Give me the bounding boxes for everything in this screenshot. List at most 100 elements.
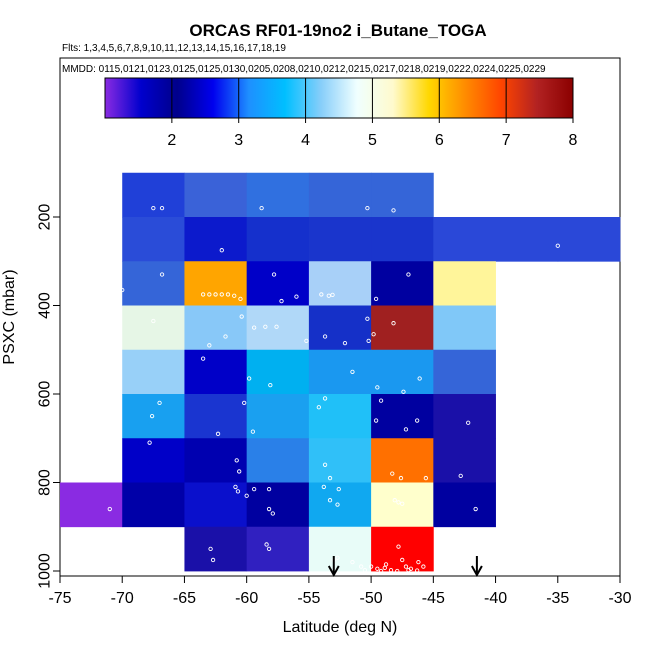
heatmap-cell — [308, 349, 372, 395]
heatmap-cell — [246, 482, 310, 528]
sample-point — [213, 292, 218, 297]
sample-point — [396, 544, 401, 549]
heatmap-cell — [308, 172, 372, 218]
sample-point — [234, 458, 239, 463]
latitude-arrows — [327, 556, 483, 578]
x-tick-label: -60 — [235, 590, 258, 607]
sample-point — [322, 462, 328, 467]
heatmap-cell — [184, 438, 248, 483]
sample-point — [406, 567, 411, 573]
sample-point — [219, 248, 224, 253]
sample-point — [235, 489, 241, 494]
y-tick-label: 400 — [37, 292, 54, 319]
heatmap-cell — [308, 526, 372, 572]
sample-point — [383, 562, 389, 567]
heatmap-cell — [246, 438, 310, 483]
heatmap-cell — [308, 217, 372, 262]
colorbar-tick-label: 5 — [368, 132, 377, 149]
x-tick-label: -50 — [360, 590, 383, 607]
sample-points — [107, 205, 560, 574]
sample-point — [327, 498, 333, 503]
sample-point — [378, 398, 384, 403]
sample-point — [400, 557, 405, 563]
heatmap-cell — [184, 172, 248, 218]
sample-point — [395, 568, 400, 574]
heatmap-cell — [433, 394, 496, 439]
sample-point — [242, 400, 247, 405]
sample-point — [274, 324, 279, 329]
sample-point — [264, 542, 269, 547]
heatmap-cell — [122, 172, 185, 218]
sample-point — [350, 560, 355, 565]
heatmap-cell — [122, 349, 185, 395]
heatmap-cell — [308, 305, 372, 351]
sample-point — [327, 475, 333, 481]
y-tick-label: 1000 — [37, 553, 54, 589]
sample-point — [151, 318, 156, 324]
x-axis: -75 -70 -65 -60 -55 -50 -45 -40 -35 -30 — [48, 576, 632, 607]
sample-point — [200, 292, 206, 297]
sample-point — [336, 486, 341, 492]
sample-point — [208, 546, 213, 552]
sample-point — [392, 498, 397, 503]
sample-point — [232, 293, 237, 298]
heatmap-cell — [308, 261, 372, 306]
sample-point — [207, 292, 212, 297]
sample-point — [239, 314, 244, 319]
sample-point — [215, 431, 221, 436]
heatmap-cell — [433, 305, 496, 351]
x-tick-label: -35 — [546, 590, 569, 607]
sample-point — [210, 557, 216, 563]
sample-point — [223, 334, 228, 339]
sample-point — [304, 338, 309, 344]
heatmap-cell — [184, 217, 248, 262]
sample-point — [247, 376, 252, 381]
sample-point — [406, 272, 411, 277]
sample-point — [391, 321, 396, 326]
sample-point — [321, 484, 326, 490]
sample-point — [250, 429, 256, 434]
heatmap-cell — [60, 482, 123, 528]
sample-point — [200, 356, 206, 361]
sample-point — [151, 205, 156, 211]
heatmap-cell — [122, 217, 185, 262]
sample-point — [335, 555, 340, 560]
heatmap-cell — [184, 526, 248, 572]
chart-title: ORCAS RF01-19no2 i_Butane_TOGA — [189, 21, 486, 40]
sample-point — [147, 440, 152, 445]
heatmap-cell — [495, 217, 559, 262]
sample-point — [159, 205, 165, 211]
sample-point — [251, 486, 257, 492]
heatmap-cells — [60, 172, 621, 572]
sample-point — [417, 376, 422, 381]
sample-point — [207, 343, 212, 348]
colorbar-tick-label: 2 — [167, 132, 176, 149]
sample-point — [149, 413, 155, 419]
sample-point — [396, 500, 401, 505]
sample-point — [263, 324, 268, 329]
heatmap-cell — [122, 482, 185, 528]
sample-point — [382, 565, 387, 571]
sample-point — [326, 293, 331, 298]
sample-point — [375, 566, 380, 571]
x-tick-label: -45 — [422, 590, 445, 607]
sample-point — [238, 296, 243, 302]
sample-point — [266, 506, 272, 512]
heatmap-cell — [122, 305, 185, 351]
sample-point — [322, 334, 328, 339]
heatmap-cell — [371, 261, 434, 306]
x-tick-label: -70 — [111, 590, 134, 607]
sample-point — [373, 418, 379, 423]
heatmap-cell — [433, 482, 496, 528]
sample-point — [415, 418, 420, 423]
sample-point — [251, 325, 257, 330]
sample-point — [373, 296, 379, 302]
sample-point — [371, 332, 376, 337]
x-tick-label: -75 — [48, 590, 71, 607]
heatmap-cell — [308, 438, 372, 483]
sample-point — [388, 567, 394, 573]
sample-point — [365, 316, 370, 321]
heatmap-cell — [246, 349, 310, 395]
plot-frame — [59, 57, 621, 577]
flights-label: Flts: 1,3,4,5,6,7,8,9,10,11,12,13,14,15,… — [62, 43, 286, 54]
